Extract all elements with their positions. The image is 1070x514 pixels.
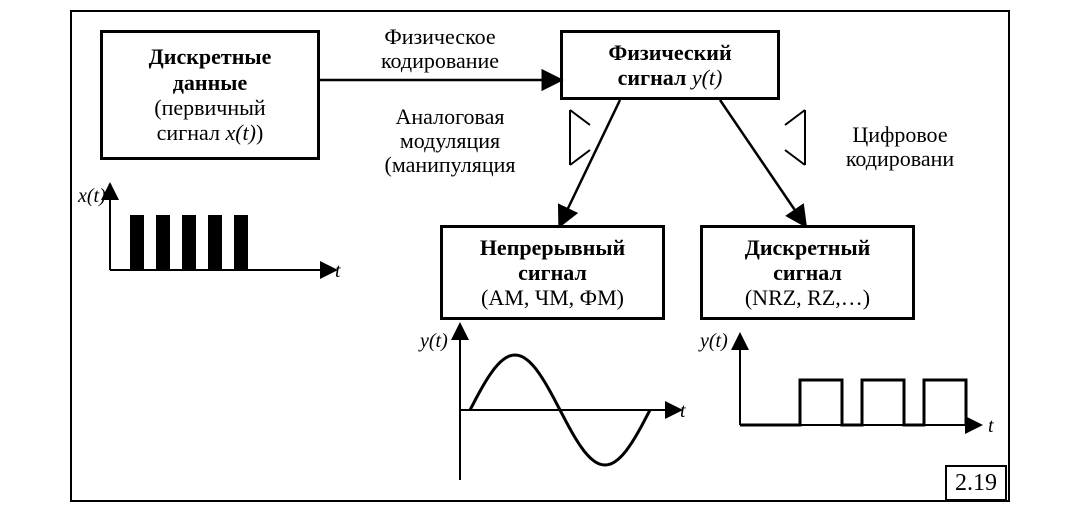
axis-label-t2: t [680,400,686,422]
axis-label-t1: t [335,260,341,282]
svg-layer [0,0,1070,514]
figure-number: 2.19 [945,465,1007,501]
diagram-frame: Дискретные данные (первичный сигнал x(t)… [0,0,1070,514]
axis-label-yt2: y(t) [700,330,728,352]
axis-label-t3: t [988,415,994,437]
axis-label-yt1: y(t) [420,330,448,352]
axis-label-xt: x(t) [78,185,106,207]
